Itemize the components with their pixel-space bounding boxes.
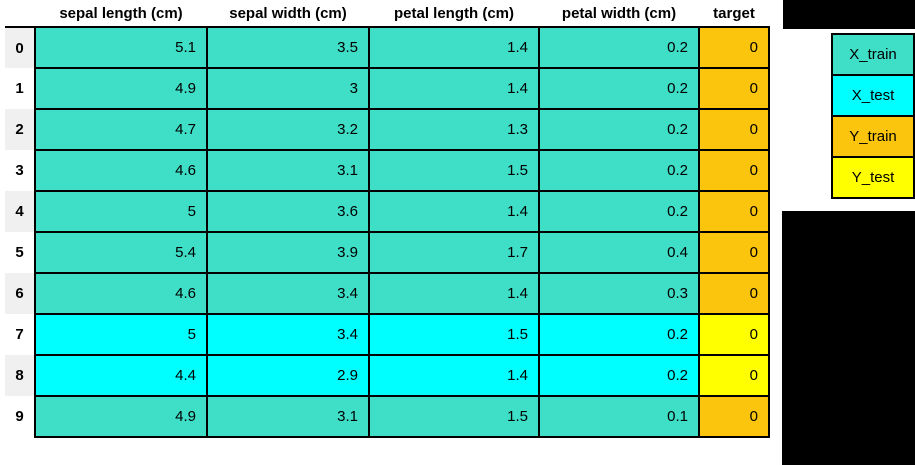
table-row: 2 4.7 3.2 1.3 0.2 0 (5, 108, 770, 151)
column-header-petal-width: petal width (cm) (539, 0, 699, 28)
table-row: 0 5.1 3.5 1.4 0.2 0 (5, 26, 770, 69)
data-cell: 0.2 (538, 67, 700, 110)
data-cell: 4.7 (34, 108, 208, 151)
row-index: 1 (5, 68, 35, 109)
data-cell: 0.2 (538, 313, 700, 356)
data-cell: 4.6 (34, 149, 208, 192)
data-cell: 1.5 (368, 149, 540, 192)
data-cell: 0.2 (538, 354, 700, 397)
column-header-sepal-width: sepal width (cm) (207, 0, 369, 28)
data-cell: 3.1 (206, 149, 370, 192)
table-row: 9 4.9 3.1 1.5 0.1 0 (5, 395, 770, 438)
table-row: 5 5.4 3.9 1.7 0.4 0 (5, 231, 770, 274)
data-cell: 0.3 (538, 272, 700, 315)
black-mask-top (783, 0, 915, 29)
target-cell: 0 (698, 354, 770, 397)
legend-label: Y_test (851, 169, 895, 186)
data-cell: 4.6 (34, 272, 208, 315)
data-cell: 1.4 (368, 67, 540, 110)
data-cell: 3.4 (206, 313, 370, 356)
split-legend: X_train X_test Y_train Y_test (831, 33, 915, 199)
data-cell: 0.2 (538, 149, 700, 192)
target-cell: 0 (698, 190, 770, 233)
row-index: 3 (5, 150, 35, 191)
data-cell: 1.4 (368, 272, 540, 315)
row-index: 5 (5, 232, 35, 273)
data-cell: 4.9 (34, 395, 208, 438)
table-row: 3 4.6 3.1 1.5 0.2 0 (5, 149, 770, 192)
row-index: 8 (5, 355, 35, 396)
target-cell: 0 (698, 313, 770, 356)
data-cell: 1.7 (368, 231, 540, 274)
table-row: 6 4.6 3.4 1.4 0.3 0 (5, 272, 770, 315)
data-cell: 5 (34, 190, 208, 233)
iris-data-table: sepal length (cm) sepal width (cm) petal… (5, 0, 770, 438)
legend-label: X_test (851, 87, 895, 104)
data-cell: 0.1 (538, 395, 700, 438)
data-cell: 4.4 (34, 354, 208, 397)
data-cell: 5.4 (34, 231, 208, 274)
data-cell: 1.5 (368, 395, 540, 438)
black-mask-bottom (782, 211, 915, 465)
data-cell: 1.3 (368, 108, 540, 151)
row-index: 9 (5, 396, 35, 437)
row-index: 4 (5, 191, 35, 232)
legend-item-x-test: X_test (831, 74, 915, 117)
data-cell: 3.1 (206, 395, 370, 438)
data-cell: 3.6 (206, 190, 370, 233)
table-row: 1 4.9 3 1.4 0.2 0 (5, 67, 770, 110)
data-cell: 3 (206, 67, 370, 110)
data-cell: 1.4 (368, 26, 540, 69)
table-row-test-split: 7 5 3.4 1.5 0.2 0 (5, 313, 770, 356)
row-index: 0 (5, 27, 35, 68)
data-cell: 2.9 (206, 354, 370, 397)
target-cell: 0 (698, 231, 770, 274)
data-cell: 0.2 (538, 190, 700, 233)
column-header-target: target (699, 0, 769, 28)
target-cell: 0 (698, 272, 770, 315)
target-cell: 0 (698, 26, 770, 69)
data-cell: 0.2 (538, 108, 700, 151)
data-cell: 3.2 (206, 108, 370, 151)
legend-item-y-test: Y_test (831, 156, 915, 199)
column-header-sepal-length: sepal length (cm) (35, 0, 207, 28)
target-cell: 0 (698, 108, 770, 151)
data-cell: 0.2 (538, 26, 700, 69)
legend-label: X_train (849, 46, 897, 63)
data-cell: 1.4 (368, 190, 540, 233)
row-index: 2 (5, 109, 35, 150)
data-cell: 5.1 (34, 26, 208, 69)
table-row: 4 5 3.6 1.4 0.2 0 (5, 190, 770, 233)
table-row-test-split: 8 4.4 2.9 1.4 0.2 0 (5, 354, 770, 397)
column-header-petal-length: petal length (cm) (369, 0, 539, 28)
data-cell: 3.9 (206, 231, 370, 274)
row-index: 7 (5, 314, 35, 355)
target-cell: 0 (698, 67, 770, 110)
target-cell: 0 (698, 395, 770, 438)
data-cell: 0.4 (538, 231, 700, 274)
data-cell: 3.5 (206, 26, 370, 69)
header-row: sepal length (cm) sepal width (cm) petal… (5, 0, 769, 28)
index-column-header (5, 0, 35, 28)
legend-item-x-train: X_train (831, 33, 915, 76)
legend-label: Y_train (849, 128, 897, 145)
row-index: 6 (5, 273, 35, 314)
data-cell: 1.4 (368, 354, 540, 397)
data-cell: 5 (34, 313, 208, 356)
data-cell: 3.4 (206, 272, 370, 315)
data-cell: 1.5 (368, 313, 540, 356)
target-cell: 0 (698, 149, 770, 192)
data-cell: 4.9 (34, 67, 208, 110)
legend-item-y-train: Y_train (831, 115, 915, 158)
